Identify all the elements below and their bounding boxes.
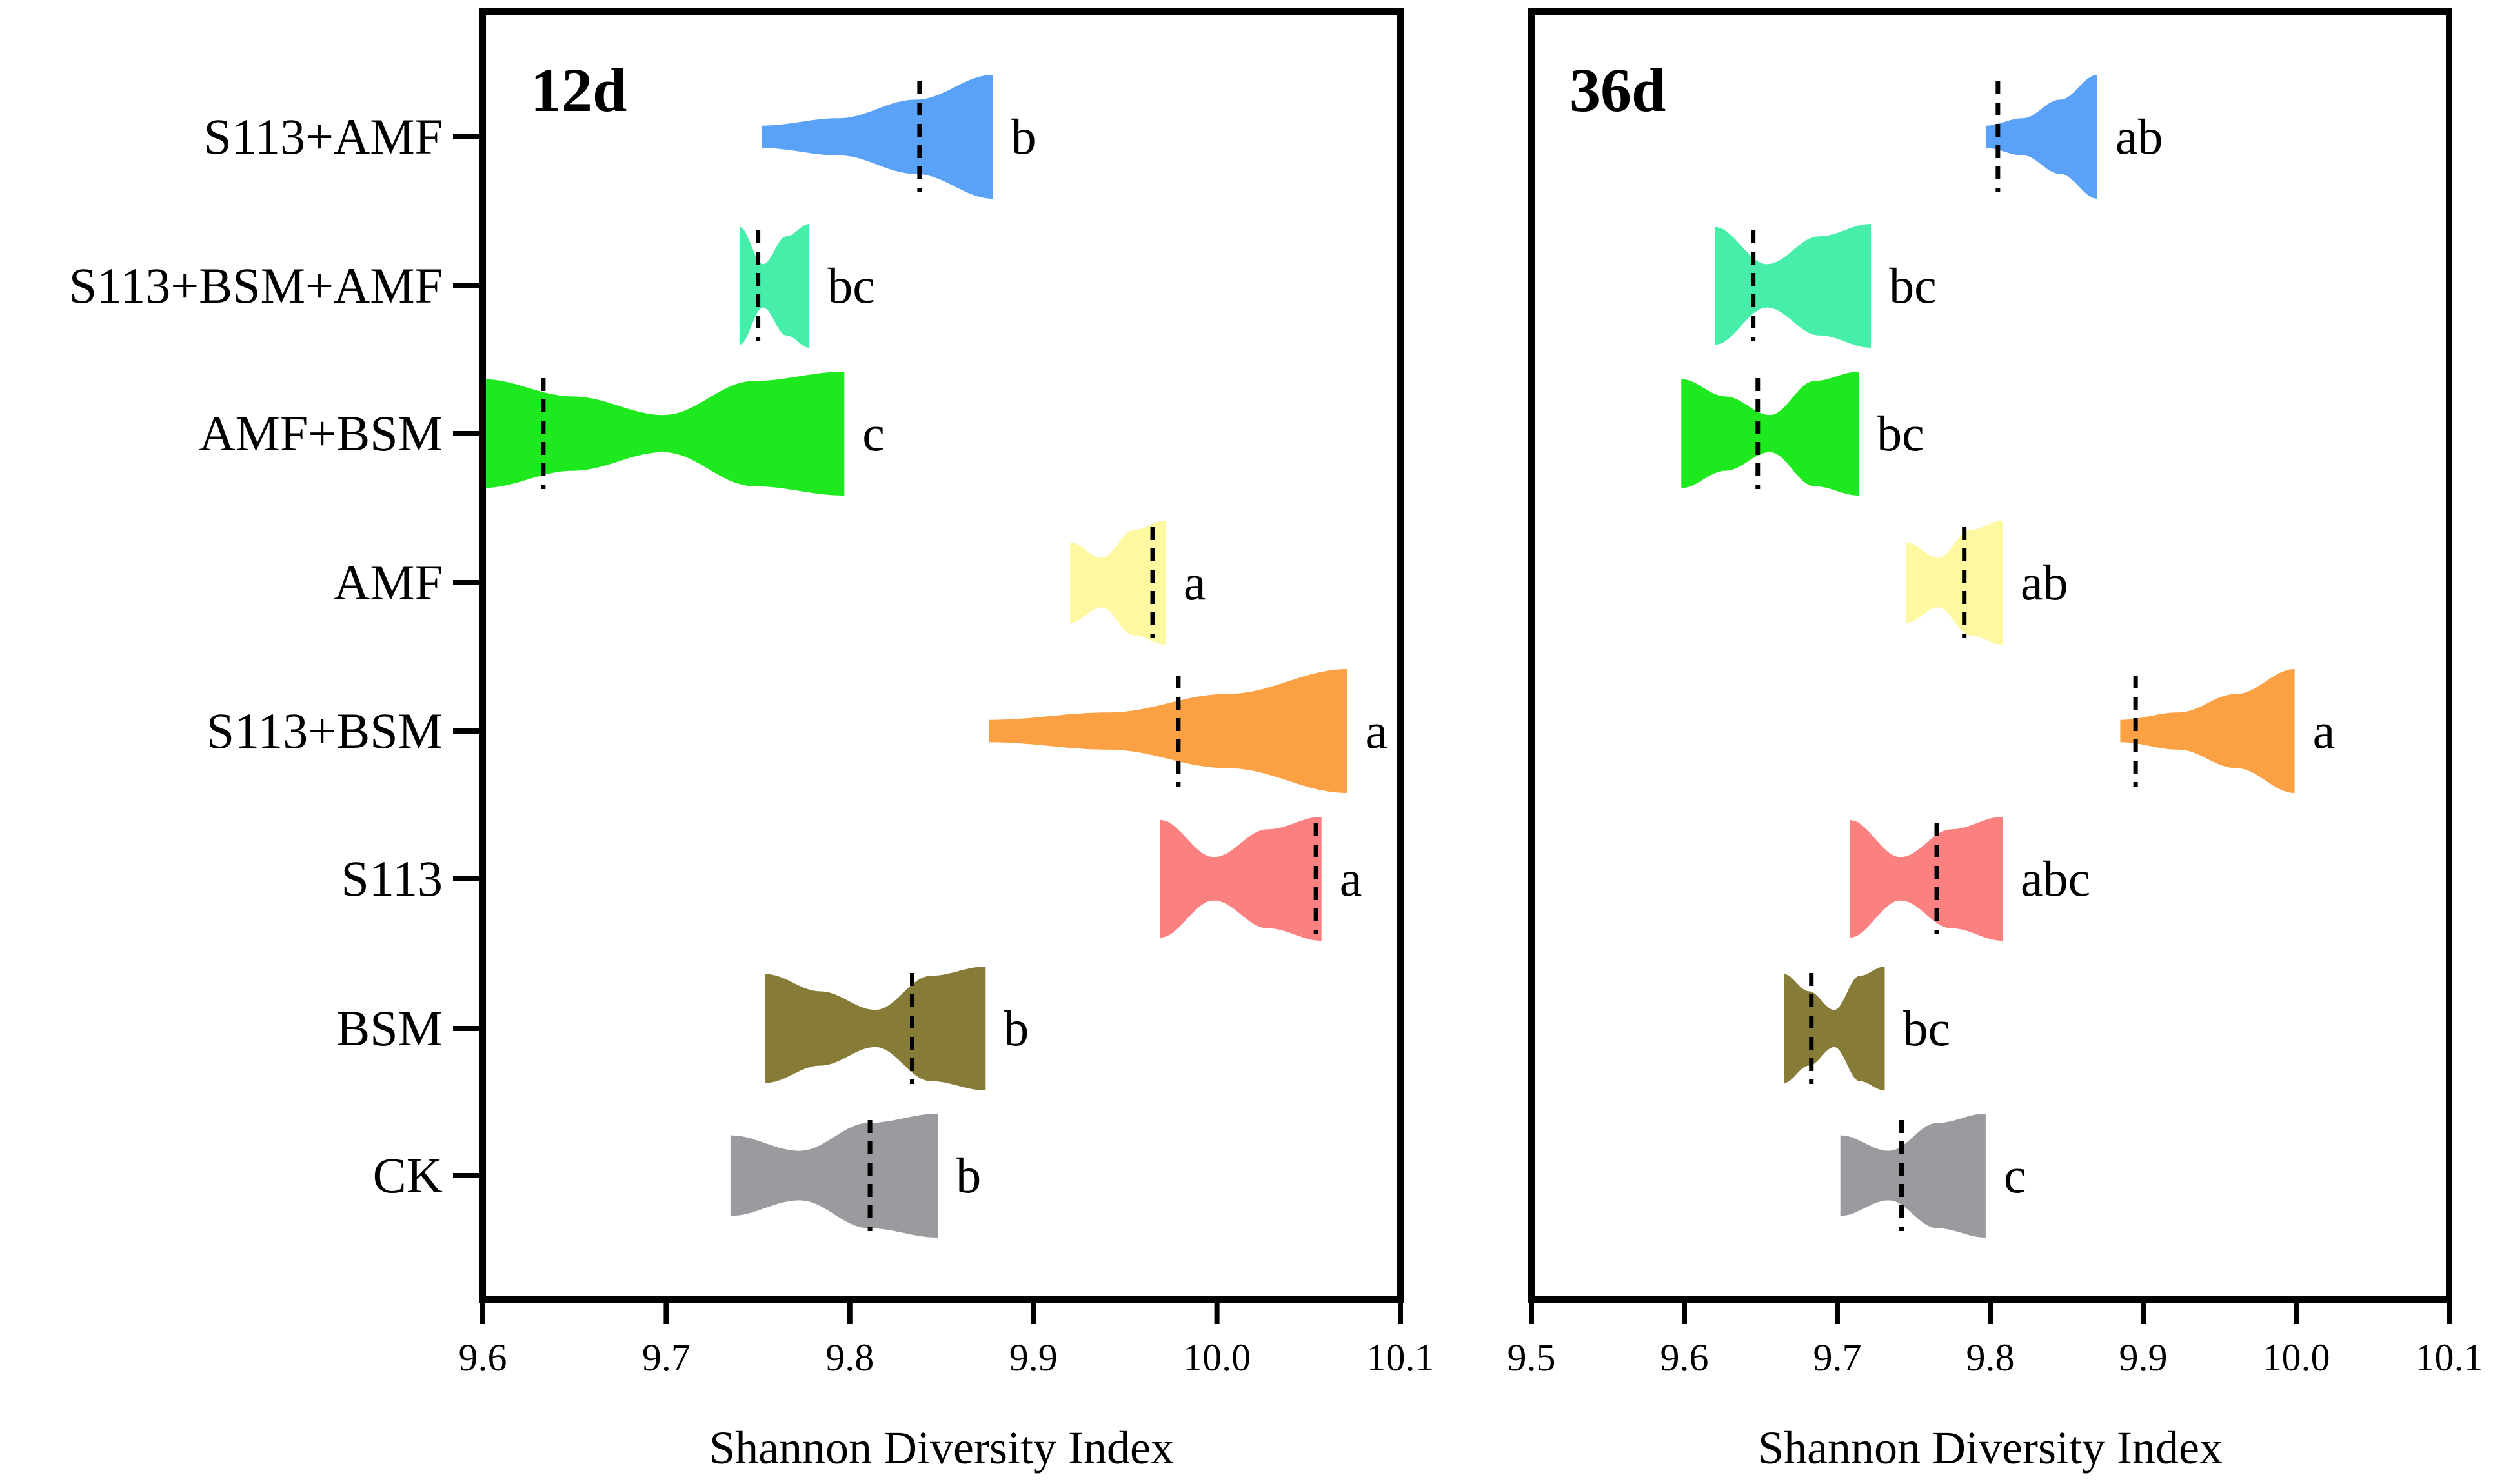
category-label: S113+AMF [203,108,443,165]
x-tick-label: 9.8 [1966,1336,2015,1379]
significance-letter: a [1184,554,1206,610]
x-tick-label: 10.1 [1367,1336,1435,1379]
significance-letter: bc [1877,405,1924,461]
violin-amf [1906,521,2003,645]
panel-36d-title: 36d [1569,55,1666,125]
x-tick-label: 9.6 [1660,1336,1709,1379]
violin-s113-bsm [2120,669,2295,793]
x-tick-label: 9.7 [1813,1336,1862,1379]
significance-letter: bc [1889,257,1937,314]
panel-12d-frame [479,8,1404,1303]
x-tick-label: 9.5 [1508,1336,1556,1379]
panel-12d: 12d Shannon Diversity Index 9.6 9.7 9.8 9.9… [69,8,1435,1474]
x-tick-label: 10.1 [2416,1336,2483,1379]
x-tick-label: 10.0 [1183,1336,1251,1379]
significance-letter: b [1011,108,1036,165]
violin-bsm [1784,967,1885,1090]
x-tick-label: 9.8 [825,1336,874,1379]
significance-letter: bc [827,257,875,314]
violin-ck [1840,1114,1986,1238]
violin-ck [730,1114,938,1238]
significance-letter: a [1340,850,1362,907]
panel-12d-title: 12d [530,55,627,125]
category-label: S113+BSM+AMF [69,257,443,314]
category-label: CK [373,1147,443,1203]
panel-12d-x-axis-title: Shannon Diversity Index [709,1422,1174,1474]
panel-36d-x-axis-title: Shannon Diversity Index [1758,1422,2223,1474]
significance-letter: ab [2021,554,2068,610]
significance-letter: bc [1903,1000,1950,1056]
violin-s113-bsm-amf [740,224,810,348]
violin-bsm [765,967,986,1090]
x-tick-label: 9.9 [2119,1336,2168,1379]
violin-amf-bsm [1681,372,1859,496]
x-tick-label: 10.0 [2263,1336,2330,1379]
category-label: BSM [336,1000,443,1056]
violin-s113-bsm-amf [1715,224,1872,348]
violin-s113-amf [1985,75,2097,199]
significance-letter: c [862,405,885,461]
panel-36d-frame [1528,8,2452,1303]
violin-s113-amf [762,75,993,199]
significance-letter: ab [2115,108,2163,165]
violin-amf [1070,521,1166,645]
x-tick-label: 9.9 [1009,1336,1058,1379]
category-label: AMF+BSM [199,405,443,461]
significance-letter: b [956,1147,981,1203]
panel-36d: 36d Shannon Diversity Index 9.5 9.6 9.7 9.8… [1508,8,2483,1474]
violin-s113-bsm [989,669,1347,793]
violin-amf-bsm [483,372,845,496]
significance-letter: a [2313,703,2336,759]
x-tick-label: 9.7 [642,1336,691,1379]
category-label: AMF [334,554,443,610]
violin-s113 [1160,817,1322,941]
significance-letter: a [1366,703,1388,759]
significance-letter: abc [2021,850,2090,907]
significance-letter: c [2004,1147,2026,1203]
significance-letter: b [1004,1000,1029,1056]
category-label: S113+BSM [207,703,443,759]
x-tick-label: 9.6 [459,1336,507,1379]
violin-s113 [1850,817,2003,941]
category-label: S113 [341,850,443,907]
